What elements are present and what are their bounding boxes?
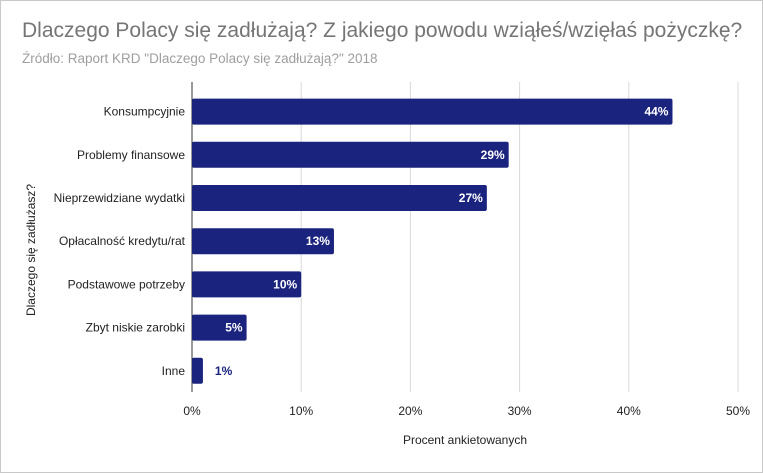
x-tick-label: 10% [289,404,313,418]
category-label: Zbyt niskie zarobki [86,321,185,335]
bar-value-label: 1% [215,364,233,378]
chart-title: Dlaczego Polacy się zadłużają? Z jakiego… [22,19,743,42]
bars: 44% 29% 27% 13% 10% 5% 1% [192,98,673,384]
category-label: Inne [162,364,186,378]
bar [192,228,334,255]
x-tick-labels: 0% 10% 20% 30% 40% 50% [183,404,750,418]
bar-value-label: 44% [644,105,668,119]
category-labels: Konsumpcyjnie Problemy finansowe Nieprzewi… [54,105,186,378]
x-axis-title: Procent ankietowanych [403,433,527,447]
bar-value-label: 27% [459,191,483,205]
category-label: Problemy finansowe [77,148,185,162]
x-tick-label: 40% [617,404,641,418]
category-label: Nieprzewidziane wydatki [54,191,185,205]
category-label: Konsumpcyjnie [104,105,186,119]
x-tick-label: 50% [726,404,750,418]
bar [192,271,302,298]
bar [192,98,673,125]
chart-subtitle: Źródło: Raport KRD "Dlaczego Polacy się … [22,51,378,66]
bar-value-label: 13% [306,234,330,248]
bar [192,357,203,384]
category-label: Podstawowe potrzeby [68,277,185,291]
x-tick-label: 30% [508,404,532,418]
bar-value-label: 29% [481,148,505,162]
bar [192,185,487,211]
gridlines [191,82,739,392]
y-axis-title: Dlaczego się zadłużasz? [24,184,38,316]
x-tick-label: 0% [183,404,201,418]
bar [192,314,247,341]
x-tick-label: 20% [398,404,422,418]
bar-value-label: 5% [225,321,243,335]
category-label: Opłacalność kredytu/rat [59,234,186,248]
bar-value-label: 10% [273,277,297,291]
bar [192,141,509,168]
